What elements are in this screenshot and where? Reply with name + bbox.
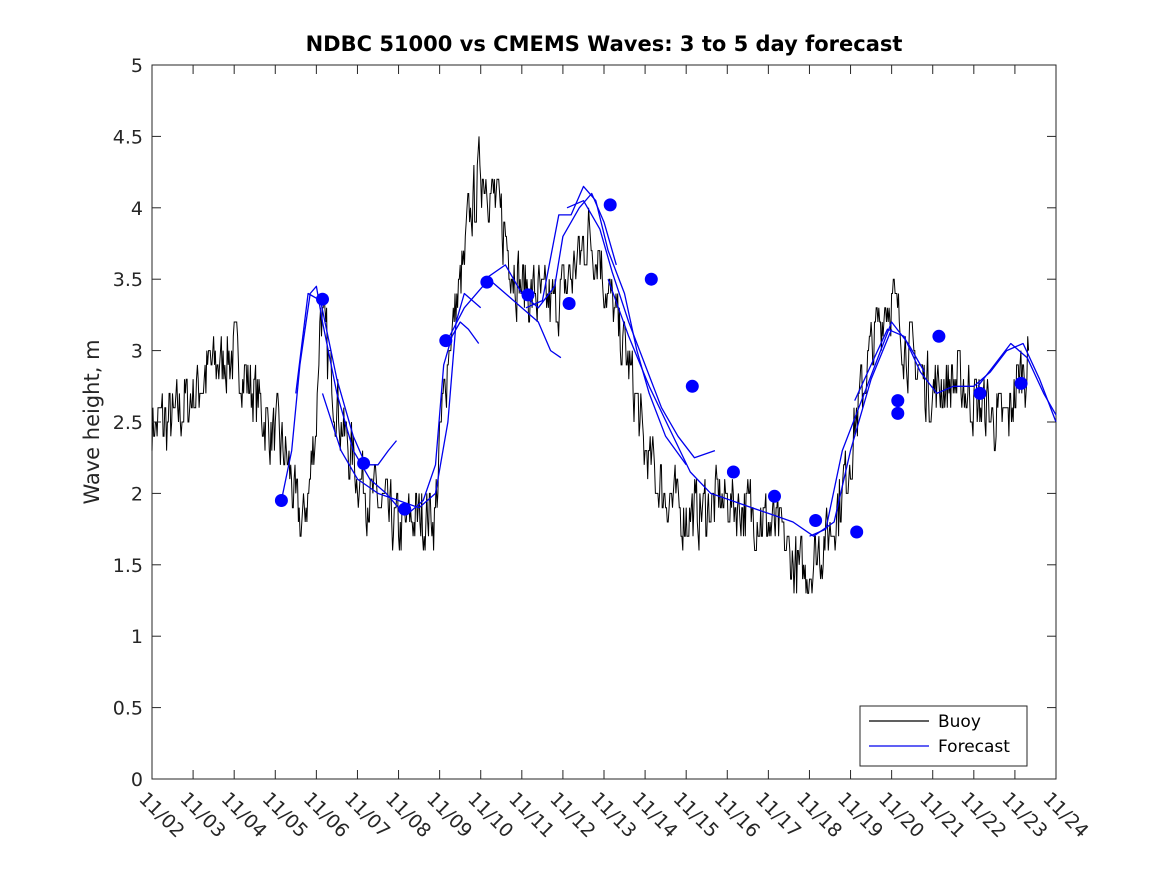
forecast-marker-20	[1014, 376, 1028, 390]
forecast-line-4	[406, 321, 480, 516]
plot-area	[151, 64, 1057, 780]
forecast-marker-10	[644, 272, 658, 286]
y-tick-label-1: 0.5	[113, 698, 143, 720]
forecast-marker-1	[274, 494, 288, 507]
forecast-line-5	[445, 278, 562, 359]
y-tick-label-0: 0	[131, 769, 143, 791]
forecast-marker-5	[439, 334, 453, 348]
y-tick-label-8: 4	[131, 198, 143, 220]
forecast-line-1	[280, 285, 399, 509]
forecast-marker-6	[480, 275, 494, 289]
y-tick-label-2: 1	[131, 626, 143, 648]
forecast-marker-2	[316, 292, 329, 306]
y-tick-label-6: 3	[131, 341, 143, 363]
forecast-line-3	[321, 292, 482, 509]
y-tick-label-9: 4.5	[113, 126, 143, 148]
forecast-marker-17	[891, 406, 905, 420]
forecast-line-8	[566, 200, 716, 459]
forecast-series	[280, 185, 1057, 537]
forecast-line-2	[295, 292, 398, 466]
forecast-markers	[274, 198, 1028, 539]
forecast-marker-13	[768, 489, 781, 503]
legend-buoy-label: Buoy	[938, 712, 981, 732]
forecast-marker-14	[809, 514, 823, 527]
y-tick-label-4: 2	[131, 483, 143, 505]
forecast-marker-3	[357, 456, 371, 470]
legend-forecast-label: Forecast	[938, 737, 1010, 757]
forecast-line-11	[854, 328, 1057, 423]
buoy-line	[151, 136, 1030, 594]
forecast-marker-19	[973, 386, 987, 400]
y-axis-ticks: 0 0.5 1 1.5 2 2.5 3 3.5 4 4.5 5	[113, 55, 1056, 791]
y-tick-label-5: 2.5	[113, 412, 143, 434]
y-tick-label-7: 3.5	[113, 269, 143, 291]
y-tick-label-3: 1.5	[113, 555, 143, 577]
forecast-line-9	[607, 278, 893, 537]
forecast-marker-4	[398, 502, 412, 516]
forecast-marker-11	[685, 379, 699, 393]
forecast-marker-18	[932, 329, 946, 343]
legend-box	[859, 705, 1028, 767]
forecast-line-12	[977, 342, 1057, 416]
forecast-marker-7	[521, 288, 535, 302]
forecast-marker-8	[562, 297, 576, 310]
forecast-marker-15	[850, 525, 864, 539]
forecast-marker-12	[726, 465, 740, 479]
y-axis-label: Wave height, m	[80, 339, 104, 504]
forecast-marker-16	[891, 394, 905, 408]
buoy-series	[151, 136, 1030, 594]
chart-title: NDBC 51000 vs CMEMS Waves: 3 to 5 day fo…	[306, 32, 903, 56]
forecast-line-7	[525, 185, 687, 466]
y-tick-label-10: 5	[131, 55, 143, 77]
chart-legend: Buoy Forecast	[859, 705, 1028, 767]
forecast-marker-9	[603, 198, 617, 212]
